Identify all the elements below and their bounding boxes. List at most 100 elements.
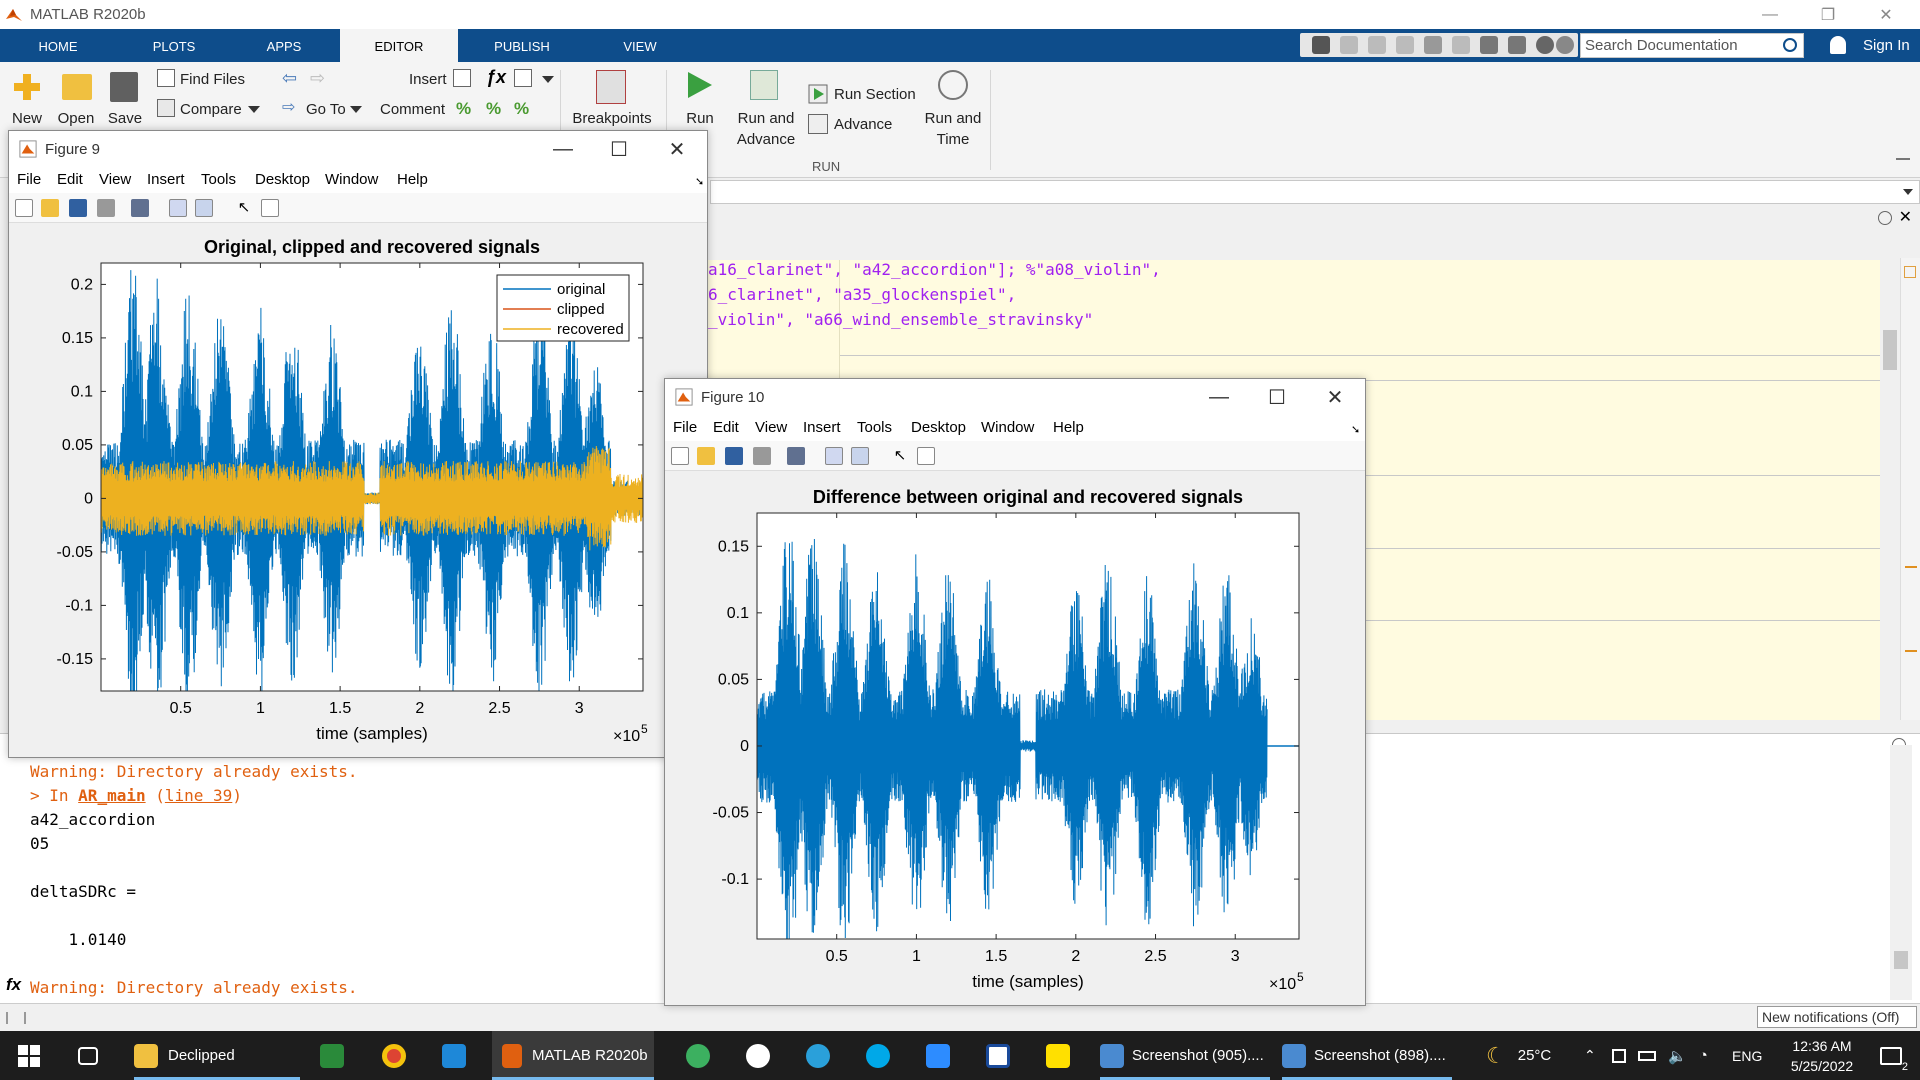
minimize-button[interactable]: — xyxy=(553,137,573,160)
run-button[interactable]: Run xyxy=(686,110,714,127)
save-button[interactable]: Save xyxy=(107,110,143,127)
menu-tools[interactable]: Tools xyxy=(201,171,237,188)
close-button[interactable]: ✕ xyxy=(1879,6,1893,24)
dock-arrow-icon[interactable]: ➘ xyxy=(1351,424,1361,436)
taskbar-screenshot-905[interactable]: Screenshot (905).... xyxy=(1100,1031,1270,1080)
advance-button[interactable]: Advance xyxy=(834,116,893,133)
save-icon[interactable] xyxy=(1312,36,1330,54)
menu-edit[interactable]: Edit xyxy=(713,419,739,436)
menu-desktop[interactable]: Desktop xyxy=(255,171,311,188)
maximize-button[interactable]: ☐ xyxy=(1268,386,1286,409)
new-button[interactable]: New xyxy=(11,110,42,127)
tray-chevron-up-icon[interactable]: ⌃ xyxy=(1584,1047,1596,1063)
find-files-icon[interactable] xyxy=(157,69,175,87)
run-and-advance-line2[interactable]: Advance xyxy=(736,131,796,148)
colorbar-icon[interactable] xyxy=(169,199,187,217)
collapse-ribbon-icon[interactable] xyxy=(1896,158,1910,168)
battery-icon[interactable] xyxy=(1638,1050,1656,1061)
open-button[interactable]: Open xyxy=(57,110,95,127)
breakpoints-icon[interactable] xyxy=(596,70,626,104)
legend-icon[interactable] xyxy=(195,199,213,217)
comment-button[interactable]: Comment xyxy=(380,101,446,118)
menu-window[interactable]: Window xyxy=(325,171,379,188)
uncomment-icon[interactable]: % xyxy=(486,99,502,118)
property-editor-icon[interactable] xyxy=(917,447,935,465)
back-arrow-icon[interactable]: ⇦ xyxy=(282,68,298,88)
clock[interactable]: 12:36 AM 5/25/2022 xyxy=(1770,1031,1874,1080)
find-files-button[interactable]: Find Files xyxy=(180,71,246,88)
taskbar-declipped[interactable]: Declipped xyxy=(134,1031,300,1080)
taskbar-skype[interactable] xyxy=(866,1031,890,1080)
wrap-comment-icon[interactable]: % xyxy=(514,99,530,118)
close-editor-icon[interactable]: ✕ xyxy=(1898,209,1912,226)
editor-options-icon[interactable] xyxy=(1878,211,1892,225)
menu-help[interactable]: Help xyxy=(397,171,428,188)
screen-icon[interactable] xyxy=(1508,36,1526,54)
meet-icon[interactable] xyxy=(1612,1048,1626,1063)
advance-icon[interactable] xyxy=(808,114,828,134)
scrollbar-thumb[interactable] xyxy=(1894,951,1908,969)
restore-button[interactable]: ❐ xyxy=(1820,6,1836,24)
weather-widget[interactable]: ☾ 25°C xyxy=(1486,1031,1551,1080)
go-to-button[interactable]: Go To xyxy=(306,101,346,118)
menu-insert[interactable]: Insert xyxy=(803,419,841,436)
tab-publish[interactable]: PUBLISH xyxy=(494,39,550,54)
menu-insert[interactable]: Insert xyxy=(147,171,185,188)
menu-view[interactable]: View xyxy=(755,419,788,436)
menu-file[interactable]: File xyxy=(673,419,698,436)
search-icon[interactable] xyxy=(1783,38,1797,52)
save-figure-icon[interactable] xyxy=(725,447,743,465)
language-indicator[interactable]: ENG xyxy=(1732,1047,1763,1064)
chevron-down-icon[interactable] xyxy=(350,106,362,113)
legend-icon[interactable] xyxy=(851,447,869,465)
run-section-button[interactable]: Run Section xyxy=(834,86,916,103)
legend[interactable]: original clipped recovered xyxy=(496,274,630,342)
taskbar-vscode[interactable] xyxy=(442,1031,466,1080)
minimize-button[interactable]: — xyxy=(1209,385,1229,408)
menu-tools[interactable]: Tools xyxy=(857,419,893,436)
taskbar-matlab[interactable]: MATLAB R2020b xyxy=(492,1031,654,1080)
editor-scrollbar[interactable] xyxy=(1880,260,1900,720)
task-view-button[interactable] xyxy=(78,1031,98,1080)
colorbar-icon[interactable] xyxy=(825,447,843,465)
comment-percent-icon[interactable]: % xyxy=(456,99,472,118)
new-figure-icon[interactable] xyxy=(671,447,689,465)
taskbar-app-l[interactable] xyxy=(1046,1031,1070,1080)
menu-edit[interactable]: Edit xyxy=(57,171,83,188)
forward-arrow-icon[interactable]: ⇨ xyxy=(310,68,326,88)
undo-icon[interactable] xyxy=(1424,36,1442,54)
cut-icon[interactable] xyxy=(1340,36,1358,54)
link-plot-icon[interactable] xyxy=(787,447,805,465)
tab-view[interactable]: VIEW xyxy=(623,39,657,54)
print-icon[interactable] xyxy=(753,447,771,465)
taskbar-zoom[interactable] xyxy=(926,1031,950,1080)
scrollbar-thumb[interactable] xyxy=(1883,330,1897,370)
close-button[interactable]: ✕ xyxy=(1326,386,1344,409)
open-file-icon[interactable] xyxy=(41,199,59,217)
insert-button[interactable]: Insert xyxy=(409,71,447,88)
chevron-down-icon[interactable] xyxy=(248,106,260,113)
minimize-button[interactable]: — xyxy=(1762,5,1778,23)
dock-arrow-icon[interactable]: ➘ xyxy=(695,176,705,188)
code-analyzer-indicator[interactable] xyxy=(1904,266,1916,278)
run-and-time-line1[interactable]: Run and xyxy=(924,110,982,127)
line-39-link[interactable]: line 39 xyxy=(164,786,233,805)
taskbar-telegram[interactable] xyxy=(806,1031,830,1080)
paste-icon[interactable] xyxy=(1396,36,1414,54)
close-button[interactable]: ✕ xyxy=(668,138,686,161)
taskbar-whatsapp[interactable] xyxy=(746,1031,770,1080)
run-section-icon[interactable] xyxy=(808,84,828,108)
run-and-advance-line1[interactable]: Run and xyxy=(737,110,795,127)
pointer-icon[interactable]: ↖ xyxy=(237,199,251,216)
taskbar-app-send[interactable] xyxy=(686,1031,710,1080)
maximize-button[interactable]: ☐ xyxy=(610,138,628,161)
menu-help[interactable]: Help xyxy=(1053,419,1084,436)
menu-view[interactable]: View xyxy=(99,171,132,188)
new-icon[interactable] xyxy=(12,72,42,102)
save-disk-icon[interactable] xyxy=(110,72,138,102)
run-play-icon[interactable] xyxy=(684,70,714,104)
compare-icon[interactable] xyxy=(157,99,175,117)
tab-plots[interactable]: PLOTS xyxy=(152,39,196,54)
run-and-time-line2[interactable]: Time xyxy=(936,131,970,148)
figure-9-window[interactable]: Figure 9 — ☐ ✕ File Edit View Insert Too… xyxy=(8,130,708,758)
